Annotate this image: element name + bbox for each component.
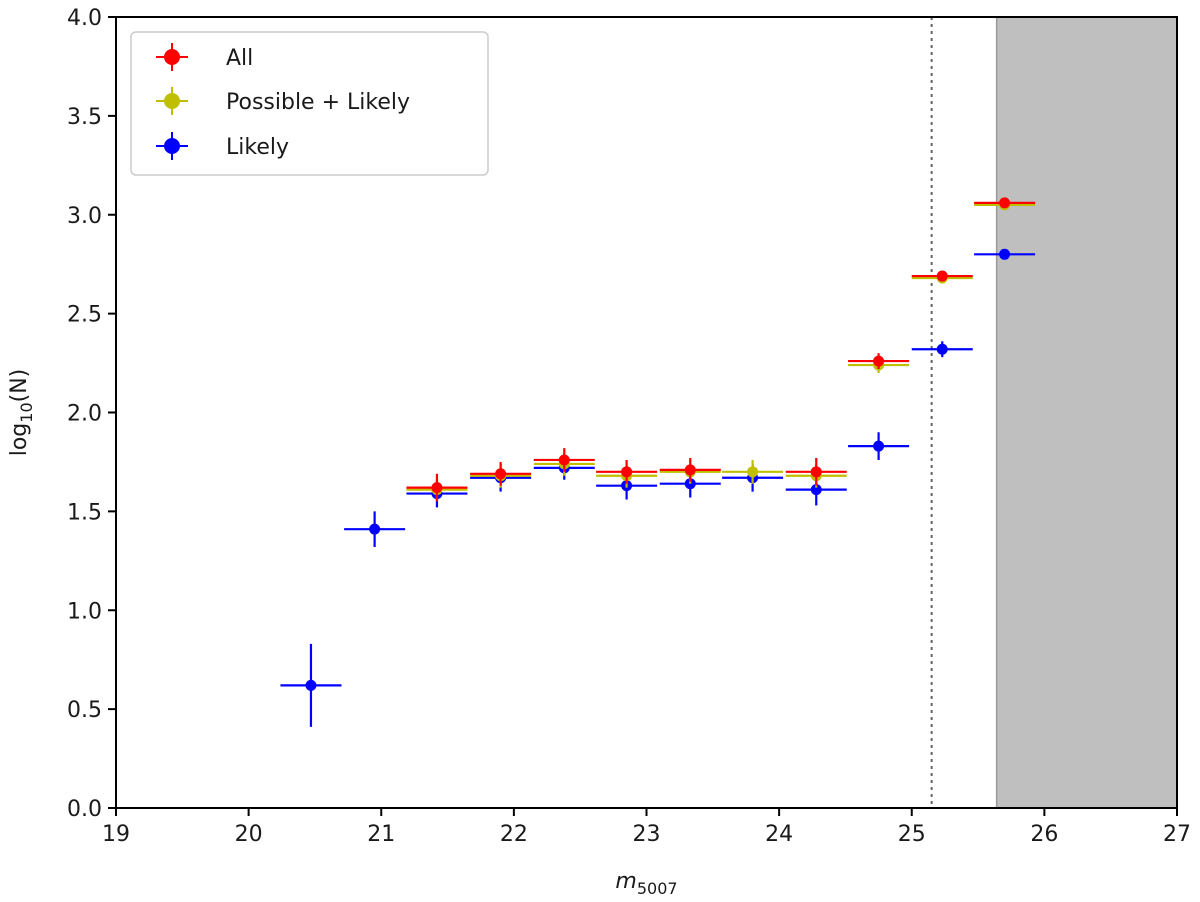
y-tick-label: 1.0 bbox=[67, 599, 102, 624]
legend-entry-possible-likely: Possible + Likely bbox=[156, 87, 410, 115]
x-axis-label-base: m bbox=[615, 869, 636, 894]
y-tick-label: 3.0 bbox=[67, 204, 102, 229]
x-axis-label: m5007 bbox=[615, 869, 677, 898]
data-point bbox=[495, 468, 507, 480]
y-axis-label-post: (N) bbox=[7, 369, 32, 403]
legend-marker-possible-likely-dot bbox=[164, 93, 180, 109]
x-tick-label: 24 bbox=[765, 822, 793, 847]
data-point bbox=[999, 248, 1011, 260]
x-tick-label: 25 bbox=[898, 822, 926, 847]
data-point bbox=[558, 454, 570, 466]
legend: All Possible + Likely Likely bbox=[130, 31, 489, 176]
y-tick-label: 4.0 bbox=[67, 6, 102, 31]
legend-label-all: All bbox=[226, 46, 253, 71]
y-axis-label-sub: 10 bbox=[17, 402, 36, 422]
legend-entry-likely: Likely bbox=[156, 132, 289, 160]
y-tick-label: 3.5 bbox=[67, 105, 102, 130]
legend-label-possible-likely: Possible + Likely bbox=[226, 90, 410, 115]
data-point bbox=[431, 482, 443, 494]
plot-area bbox=[115, 16, 1178, 809]
x-tick-label: 20 bbox=[235, 822, 263, 847]
legend-marker-likely-dot bbox=[164, 138, 180, 154]
x-tick-label: 27 bbox=[1163, 822, 1191, 847]
y-axis-label-pre: log bbox=[7, 423, 32, 457]
y-tick-label: 2.5 bbox=[67, 303, 102, 328]
y-axis-label: log10(N) bbox=[7, 369, 36, 457]
data-point bbox=[810, 484, 822, 496]
x-tick-label: 21 bbox=[367, 822, 395, 847]
data-point bbox=[810, 466, 822, 478]
legend-label-likely: Likely bbox=[226, 135, 289, 160]
series-layer bbox=[280, 197, 1036, 727]
y-tick-label: 0.0 bbox=[67, 797, 102, 822]
legend-marker-all-dot bbox=[164, 49, 180, 65]
data-point bbox=[873, 440, 885, 452]
series-all bbox=[406, 197, 1036, 502]
x-tick-label: 26 bbox=[1030, 822, 1058, 847]
x-tick-label: 23 bbox=[633, 822, 661, 847]
x-axis: 19 20 21 22 23 24 25 26 27 bbox=[102, 808, 1191, 847]
x-axis-label-sub: 5007 bbox=[637, 879, 678, 898]
shaded-region bbox=[995, 16, 1178, 809]
data-point bbox=[873, 355, 885, 367]
y-axis: 0.0 0.5 1.0 1.5 2.0 2.5 3.0 3.5 4.0 bbox=[67, 6, 116, 822]
x-tick-label: 22 bbox=[500, 822, 528, 847]
legend-box bbox=[130, 31, 489, 176]
y-tick-label: 0.5 bbox=[67, 698, 102, 723]
legend-entry-all: All bbox=[156, 43, 253, 71]
y-tick-label: 1.5 bbox=[67, 500, 102, 525]
y-tick-label: 2.0 bbox=[67, 402, 102, 427]
x-tick-label: 19 bbox=[102, 822, 130, 847]
data-point bbox=[369, 523, 381, 535]
data-point bbox=[999, 197, 1011, 209]
data-point bbox=[305, 679, 317, 691]
data-point bbox=[747, 466, 759, 478]
data-point bbox=[936, 343, 948, 355]
data-point bbox=[621, 466, 633, 478]
data-point bbox=[684, 464, 696, 476]
data-point bbox=[936, 270, 948, 282]
